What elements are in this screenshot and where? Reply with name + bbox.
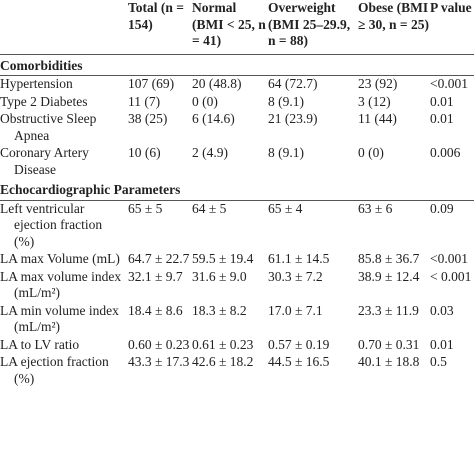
data-row: Obstructive Sleep Apnea 38 (25) 6 (14.6) 21… — [0, 111, 474, 145]
cell: 23 (92) — [358, 76, 398, 91]
cell: 0.01 — [430, 111, 454, 126]
data-row: Hypertension 107 (69) 20 (48.8) 64 (72.7) 23… — [0, 76, 474, 94]
row-label-text: Hypertension — [0, 76, 73, 91]
cell: 0.006 — [430, 145, 461, 160]
cell: 8 (9.1) — [268, 145, 304, 160]
row-label: LA min volume index (mL/m²) — [0, 303, 128, 337]
cell: 43.3 ± 17.3 — [128, 354, 190, 369]
header-cell: Total (n = 154) — [128, 0, 192, 55]
cell: 64 ± 5 — [192, 200, 227, 216]
cell: 65 ± 5 — [128, 200, 163, 216]
cell: < 0.001 — [430, 268, 472, 284]
row-label-text: LA ejection fraction (%) — [0, 354, 109, 386]
row-label-text: LA to LV ratio — [0, 336, 80, 352]
data-row: LA max Volume (mL) 64.7 ± 22.7 59.5 ± 19.4… — [0, 251, 474, 269]
header-cell: P value — [430, 0, 474, 55]
row-label-text: LA min volume index (mL/m²) — [0, 302, 119, 335]
cell: 44.5 ± 16.5 — [268, 354, 330, 369]
section-title: Echocardiographic Parameters — [0, 179, 474, 201]
row-label: Obstructive Sleep Apnea — [0, 111, 128, 145]
cell: 20 (48.8) — [192, 76, 242, 91]
header-cell — [0, 0, 128, 55]
row-label: LA max Volume (mL) — [0, 251, 128, 269]
cell: 63 ± 6 — [358, 200, 393, 216]
row-label-text: Type 2 Diabetes — [0, 93, 88, 109]
row-label: Coronary Artery Disease — [0, 145, 128, 179]
data-row: LA to LV ratio 0.60 ± 0.23 0.61 ± 0.23 0.57… — [0, 337, 474, 355]
cell: 107 (69) — [128, 76, 175, 91]
data-row: LA max volume index (mL/m²) 32.1 ± 9.7 31.… — [0, 269, 474, 303]
cell: 38.9 ± 12.4 — [358, 268, 420, 284]
cell: <0.001 — [430, 251, 468, 266]
cell: 0.01 — [430, 336, 454, 352]
cell: 18.3 ± 8.2 — [192, 302, 247, 318]
cell: 0.60 ± 0.23 — [128, 336, 190, 352]
row-label: Left ventricular ejection fraction (%) — [0, 200, 128, 251]
cell: 6 (14.6) — [192, 111, 235, 126]
cell: 32.1 ± 9.7 — [128, 268, 183, 284]
data-row: LA min volume index (mL/m²) 18.4 ± 8.6 18.… — [0, 303, 474, 337]
section-row: Comorbidities — [0, 54, 474, 76]
header-cell: Normal (BMI < 25, n = 41) — [192, 0, 268, 55]
cell: 64.7 ± 22.7 — [128, 251, 190, 266]
cell: 0.09 — [430, 200, 454, 216]
cell: 3 (12) — [358, 93, 391, 109]
cell: 18.4 ± 8.6 — [128, 302, 183, 318]
data-row: Coronary Artery Disease 10 (6) 2 (4.9) 8 (9… — [0, 145, 474, 179]
cell: 23.3 ± 11.9 — [358, 302, 419, 318]
cell: 0 (0) — [358, 145, 384, 160]
cell: 31.6 ± 9.0 — [192, 268, 247, 284]
row-label-text: LA max Volume (mL) — [0, 251, 120, 266]
cell: 8 (9.1) — [268, 93, 304, 109]
cell: 40.1 ± 18.8 — [358, 354, 420, 369]
table-body: Comorbidities Hypertension 107 (69) 20 (48.… — [0, 54, 474, 388]
cell: 42.6 ± 18.2 — [192, 354, 254, 369]
data-row: LA ejection fraction (%) 43.3 ± 17.3 42.6 … — [0, 354, 474, 388]
header-cell: Overweight (BMI 25–29.9, n = 88) — [268, 0, 358, 55]
cell: <0.001 — [430, 76, 468, 91]
cell: 0 (0) — [192, 93, 218, 109]
row-label: LA max volume index (mL/m²) — [0, 269, 128, 303]
row-label-text: Coronary Artery Disease — [0, 145, 89, 177]
cell: 0.03 — [430, 302, 454, 318]
cell: 0.01 — [430, 93, 454, 109]
cell: 2 (4.9) — [192, 145, 228, 160]
section-title: Comorbidities — [0, 54, 474, 76]
row-label: Hypertension — [0, 76, 128, 94]
cell: 11 (44) — [358, 111, 397, 126]
row-label-text: Obstructive Sleep Apnea — [0, 111, 97, 143]
row-label-text: Left ventricular ejection fraction (%) — [0, 200, 103, 249]
cell: 64 (72.7) — [268, 76, 318, 91]
section-row: Echocardiographic Parameters — [0, 179, 474, 201]
cell: 85.8 ± 36.7 — [358, 251, 420, 266]
data-table: Total (n = 154) Normal (BMI < 25, n = 41)… — [0, 0, 474, 388]
cell: 65 ± 4 — [268, 200, 303, 216]
cell: 0.57 ± 0.19 — [268, 336, 330, 352]
cell: 59.5 ± 19.4 — [192, 251, 254, 266]
data-row: Type 2 Diabetes 11 (7) 0 (0) 8 (9.1) 3 (12) 0… — [0, 94, 474, 112]
cell: 30.3 ± 7.2 — [268, 268, 323, 284]
header-cell: Obese (BMI ≥ 30, n = 25) — [358, 0, 430, 55]
data-row: Left ventricular ejection fraction (%) 65… — [0, 200, 474, 251]
cell: 10 (6) — [128, 145, 161, 160]
row-label: Type 2 Diabetes — [0, 94, 128, 112]
row-label: LA ejection fraction (%) — [0, 354, 128, 388]
row-label: LA to LV ratio — [0, 337, 128, 355]
cell: 61.1 ± 14.5 — [268, 251, 330, 266]
cell: 11 (7) — [128, 93, 161, 109]
cell: 38 (25) — [128, 111, 168, 126]
cell: 0.70 ± 0.31 — [358, 336, 420, 352]
row-label-text: LA max volume index (mL/m²) — [0, 268, 122, 301]
cell: 0.5 — [430, 354, 447, 369]
cell: 21 (23.9) — [268, 111, 318, 126]
header-row: Total (n = 154) Normal (BMI < 25, n = 41)… — [0, 0, 474, 55]
cell: 17.0 ± 7.1 — [268, 302, 323, 318]
cell: 0.61 ± 0.23 — [192, 336, 254, 352]
